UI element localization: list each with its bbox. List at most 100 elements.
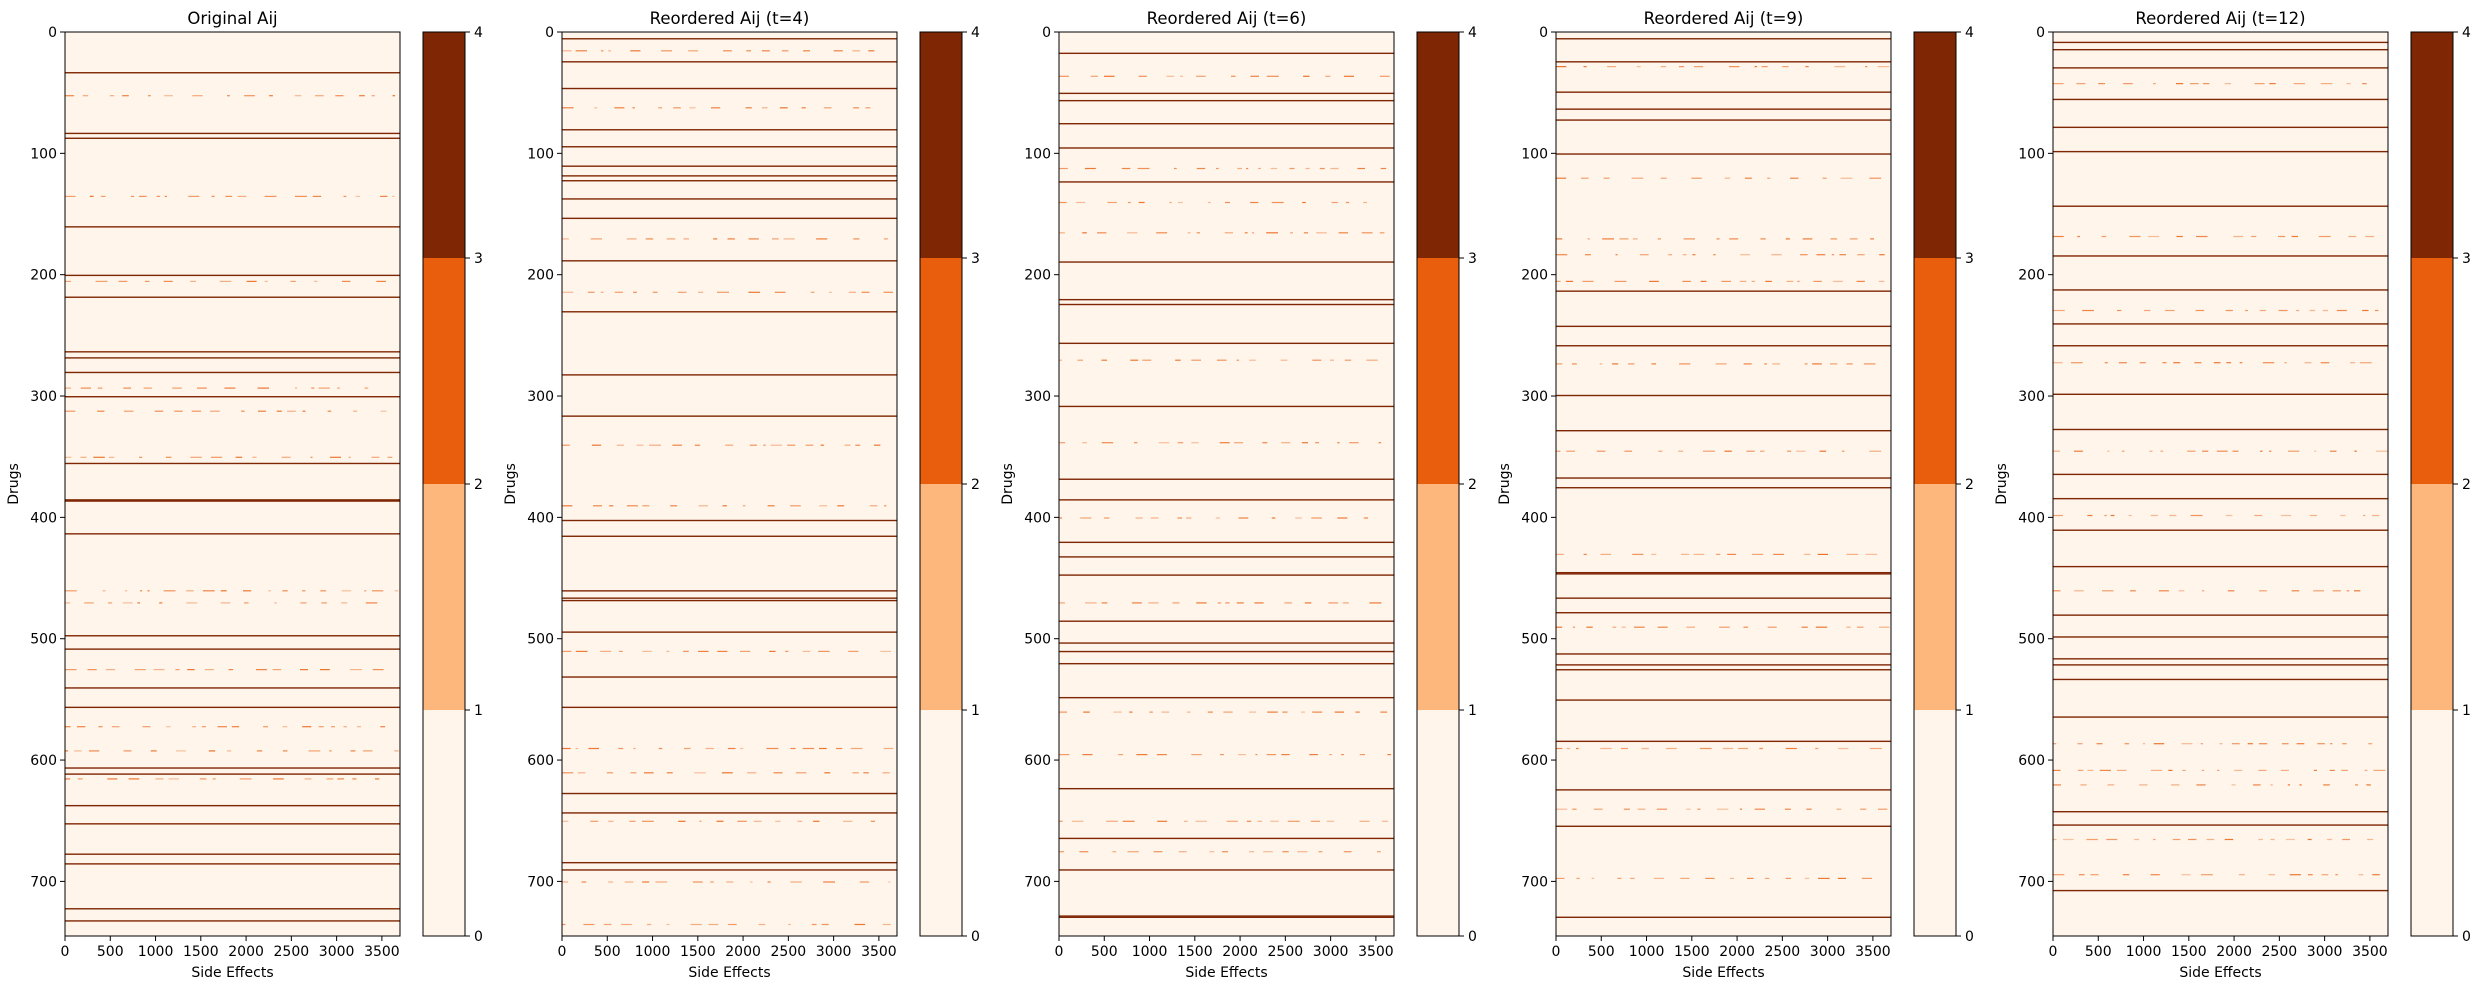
heatmap-cell (1127, 851, 1139, 853)
heatmap-cell (1556, 363, 1563, 365)
y-tick-label: 300 (30, 389, 57, 405)
y-tick-label: 100 (1521, 146, 1548, 162)
heatmap-cell (2226, 362, 2232, 364)
heatmap-row (1556, 61, 1891, 63)
x-tick-label: 1500 (2171, 944, 2207, 960)
heatmap-cell (1225, 602, 1230, 604)
heatmap-cell (1660, 177, 1667, 179)
heatmap-cell (753, 820, 762, 822)
heatmap-cell (1282, 851, 1289, 853)
heatmap-cell (1107, 201, 1117, 204)
heatmap-cell (2189, 83, 2199, 85)
heatmap-cell (1310, 820, 1320, 822)
heatmap-cell (562, 923, 566, 926)
heatmap-cell (2213, 362, 2221, 364)
heatmap-cell (824, 772, 831, 774)
heatmap-cell (2053, 309, 2065, 312)
heatmap-cell (882, 923, 891, 926)
heatmap-cell (1879, 626, 1890, 628)
heatmap-cell (163, 590, 176, 592)
heatmap-row (2053, 126, 2388, 129)
y-tick-label: 400 (1521, 510, 1548, 526)
heatmap-cell (1834, 66, 1846, 68)
heatmap-row (562, 260, 897, 262)
heatmap-cell (608, 820, 614, 822)
colorbar-tick-label: 0 (971, 929, 980, 945)
heatmap-cell (1860, 808, 1867, 810)
heatmap-cell (1059, 232, 1065, 234)
heatmap-cell (282, 726, 288, 728)
y-tick-label: 600 (1024, 753, 1051, 769)
heatmap-cell (165, 456, 172, 458)
heatmap-cell (1861, 877, 1872, 880)
heatmap-cell (192, 95, 203, 97)
heatmap-cell (1603, 177, 1610, 179)
heatmap-cell (1572, 363, 1577, 365)
colorbar-tick-label: 3 (1965, 251, 1974, 267)
heatmap-cell (1156, 232, 1168, 234)
heatmap-cell (89, 195, 94, 198)
heatmap-row (1556, 571, 1891, 574)
heatmap-sparse-row (2053, 514, 2380, 517)
heatmap-cell (2355, 784, 2358, 786)
heatmap-cell (74, 750, 82, 752)
heatmap-cell (746, 50, 751, 52)
heatmap-cell (282, 750, 288, 752)
heatmap-cell (144, 280, 150, 283)
heatmap-cell (1572, 626, 1576, 628)
heatmap-cell (629, 820, 636, 822)
subplot-3: 0 500 1000 1500 2000 2500 3000 3500010020030040… (1000, 9, 1477, 981)
heatmap-cell (1754, 66, 1757, 68)
heatmap-cell (2284, 362, 2287, 364)
heatmap-cell (848, 650, 859, 653)
heatmap-cell (2346, 590, 2350, 592)
heatmap-cell (1191, 359, 1201, 361)
heatmap-cell (1249, 711, 1257, 713)
heatmap-sparse-row (1556, 877, 1872, 880)
heatmap-row (1059, 869, 1394, 871)
heatmap-cell (2102, 590, 2114, 592)
heatmap-cell (1556, 808, 1568, 810)
heatmap-cell (2077, 743, 2083, 745)
heatmap-cell (2110, 514, 2115, 517)
heatmap-cell (274, 602, 277, 604)
heatmap-cell (225, 195, 233, 198)
heatmap-cell (1297, 851, 1308, 853)
heatmap-row (1556, 119, 1891, 121)
heatmap-cell (562, 107, 574, 109)
heatmap-sparse-row (1556, 177, 1882, 179)
heatmap-cell (295, 387, 298, 389)
heatmap-cell (1716, 553, 1721, 556)
heatmap-cell (2224, 83, 2231, 85)
heatmap-cell (1803, 553, 1811, 556)
heatmap-cell (77, 778, 83, 780)
heatmap-row (1059, 696, 1394, 699)
heatmap-cell (1691, 177, 1702, 179)
heatmap-sparse-row (65, 669, 384, 671)
heatmap-cell (302, 410, 306, 412)
heatmap-row (2053, 323, 2388, 325)
heatmap-cell (1857, 254, 1865, 256)
heatmap-cell (329, 456, 341, 458)
heatmap-row (1556, 487, 1891, 489)
heatmap-row (1059, 303, 1394, 306)
heatmap-cell (1787, 450, 1792, 452)
heatmap-cell (1805, 66, 1809, 68)
y-tick-label: 200 (30, 268, 57, 284)
heatmap-cell (2219, 743, 2223, 745)
heatmap-cell (1729, 238, 1739, 240)
heatmap-cell (745, 107, 752, 109)
heatmap-row (2053, 289, 2388, 291)
heatmap-cell (1637, 808, 1646, 810)
heatmap-row (2053, 614, 2388, 616)
heatmap-cell (134, 669, 146, 671)
heatmap-cell (1632, 238, 1638, 240)
colorbar-tick-label: 2 (1965, 477, 1974, 493)
heatmap-cell (562, 820, 569, 822)
heatmap-cell (2188, 838, 2197, 841)
colorbar-tick-label: 4 (1965, 25, 1974, 41)
x-tick-label: 3500 (2352, 944, 2388, 960)
y-tick-label: 300 (2018, 389, 2045, 405)
heatmap-row (1556, 108, 1891, 110)
colorbar-segment (920, 710, 962, 936)
